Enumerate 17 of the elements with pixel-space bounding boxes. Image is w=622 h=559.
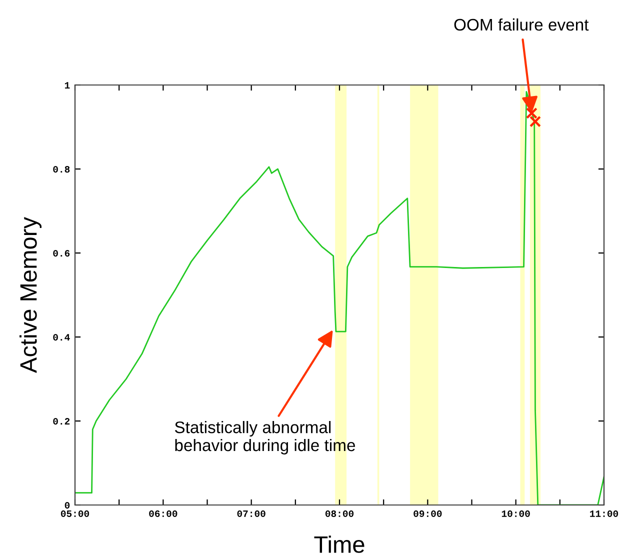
y-tick-label: 0.2 (53, 418, 70, 425)
x-axis-title: Time (314, 536, 364, 553)
y-tick-label: 1 (64, 82, 70, 89)
x-tick-label: 07:00 (237, 510, 266, 517)
annotation: Statistically abnormal behavior during idle time (174, 421, 356, 454)
x-tick-label: 05:00 (60, 510, 90, 517)
x-tick-label: 09:00 (414, 510, 442, 517)
annotation: OOM failure event (454, 18, 589, 31)
x-tick-label: 08:00 (325, 510, 354, 517)
y-axis-title: Active Memory (20, 216, 42, 374)
y-tick-label: 0.4 (53, 334, 70, 341)
y-tick-label: 0.8 (53, 166, 70, 173)
x-tick-label: 06:00 (149, 510, 178, 517)
x-tick-label: 10:00 (502, 510, 530, 517)
y-tick-label: 0.6 (53, 250, 70, 257)
x-tick-label: 11:00 (590, 510, 618, 517)
y-tick-label: 0 (64, 502, 70, 509)
